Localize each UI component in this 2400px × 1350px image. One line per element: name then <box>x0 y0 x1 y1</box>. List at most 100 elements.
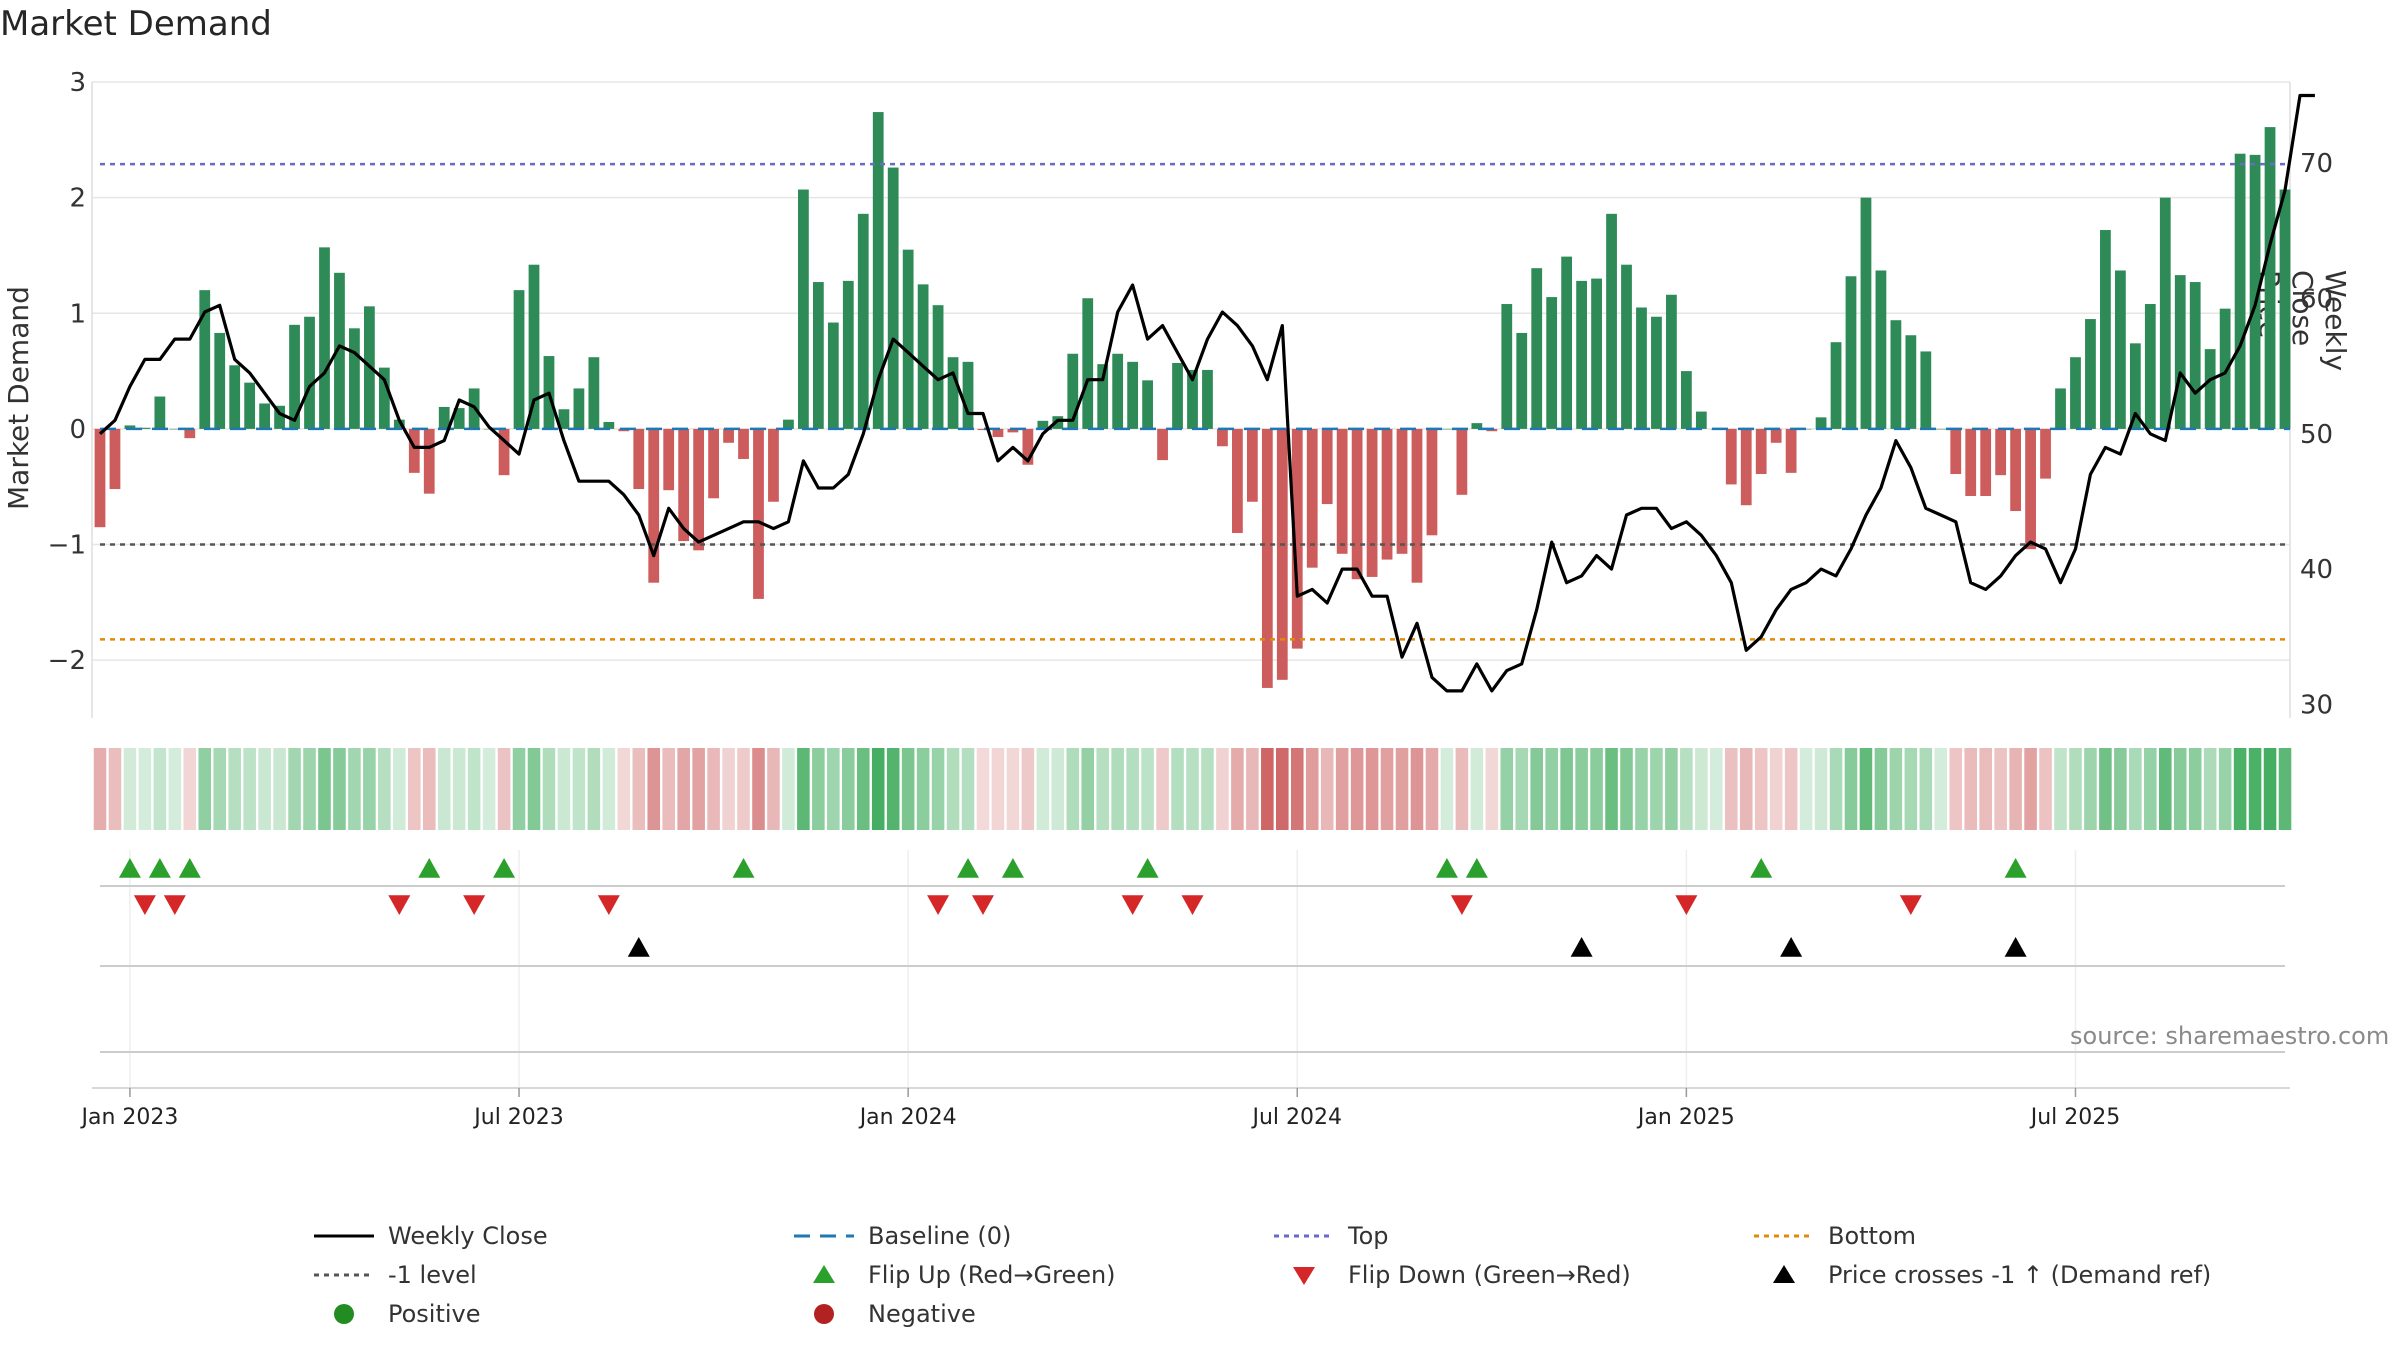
heat-cell <box>1590 748 1603 830</box>
demand-bar <box>408 428 420 473</box>
demand-bar <box>1740 428 1752 506</box>
heat-cell <box>752 748 765 830</box>
demand-bar <box>1246 428 1258 502</box>
heat-cell <box>647 748 661 830</box>
demand-bar <box>109 428 121 490</box>
demand-bar <box>423 428 435 494</box>
demand-bar <box>1381 428 1393 560</box>
heat-cell <box>467 748 481 830</box>
flip-down-marker <box>133 895 156 915</box>
demand-bar <box>1396 428 1408 554</box>
heat-cell <box>333 748 346 830</box>
heat-cell <box>587 748 601 830</box>
heat-cell <box>782 748 795 830</box>
heat-cell <box>2263 748 2277 830</box>
flip-up-marker <box>1465 858 1488 878</box>
flip-up-marker <box>148 858 171 878</box>
heat-cell <box>2009 748 2022 830</box>
demand-bar <box>199 290 211 429</box>
heat-cell <box>692 748 705 830</box>
legend-swatch-negative <box>814 1304 834 1324</box>
heat-cell <box>1620 748 1633 830</box>
demand-bar <box>2264 127 2276 429</box>
flip-up-marker <box>2004 858 2027 878</box>
heat-cell <box>542 748 556 830</box>
demand-bar <box>1082 298 1094 429</box>
heat-cell <box>2114 748 2127 830</box>
heat-cell <box>1635 748 1648 830</box>
demand-bar <box>902 249 914 429</box>
heat-cell <box>2039 748 2052 830</box>
heat-cell <box>273 748 286 830</box>
heat-cell <box>1305 748 1319 830</box>
demand-bar <box>1845 276 1857 429</box>
flip-down-marker <box>597 895 620 915</box>
heat-cell <box>572 748 586 830</box>
demand-bar <box>977 428 989 431</box>
heat-cell <box>1545 748 1558 830</box>
heat-cell <box>2084 748 2097 830</box>
demand-bar <box>1232 428 1243 533</box>
demand-bar <box>1621 264 1632 429</box>
heat-cell <box>348 748 361 830</box>
legend-label: Bottom <box>1828 1222 1917 1250</box>
demand-bar <box>1531 268 1543 429</box>
demand-bar <box>678 428 690 542</box>
demand-bar <box>2114 270 2126 429</box>
legend-swatch-close <box>314 1234 374 1238</box>
demand-bar <box>1052 416 1064 429</box>
demand-bar <box>1890 320 1902 429</box>
heat-cell <box>662 748 675 830</box>
flip-down-marker <box>1450 895 1473 915</box>
heat-cell <box>1410 748 1424 830</box>
demand-bar <box>648 428 660 583</box>
demand-bar <box>753 428 764 599</box>
heat-cell <box>946 748 960 830</box>
demand-bar <box>2085 319 2096 429</box>
heat-cell <box>1216 748 1229 830</box>
heat-cell <box>2203 748 2217 830</box>
heat-cell <box>2144 748 2157 830</box>
y2-tick-label: 30 <box>2300 690 2333 720</box>
heat-cell <box>1560 748 1573 830</box>
heat-cell <box>1710 748 1723 830</box>
y-tick-label: 0 <box>69 415 86 445</box>
legend-swatch-positive <box>334 1304 354 1324</box>
heat-cell <box>183 748 197 830</box>
heat-cell <box>1814 748 1828 830</box>
demand-bar <box>1666 294 1677 429</box>
demand-bar <box>1426 428 1438 536</box>
flip-up-marker <box>1136 858 1159 878</box>
heat-cell <box>1440 748 1454 830</box>
demand-bar <box>1770 428 1782 443</box>
heat-cell <box>1261 748 1274 830</box>
heat-cell <box>497 748 511 830</box>
heat-cell <box>1425 748 1439 830</box>
demand-bar <box>1606 213 1617 429</box>
heat-cell <box>707 748 720 830</box>
demand-bar <box>1935 428 1947 430</box>
x-tick-label: Jul 2025 <box>2029 1105 2121 1130</box>
demand-bar <box>1815 417 1827 429</box>
demand-bar <box>723 428 734 443</box>
demand-bar <box>274 405 285 429</box>
legend-label: Flip Up (Red→Green) <box>868 1261 1116 1289</box>
demand-bar <box>124 425 136 429</box>
legend-label: Top <box>1348 1222 1389 1250</box>
heat-cell <box>2188 748 2202 830</box>
demand-bar <box>1501 304 1513 429</box>
flip-up-marker <box>493 858 516 878</box>
demand-bar <box>2234 153 2246 429</box>
heat-cell <box>2278 748 2292 830</box>
demand-bar <box>872 112 884 429</box>
legend-swatch-flipdown <box>1293 1267 1315 1285</box>
heat-cell <box>1754 748 1768 830</box>
heat-cell <box>1036 748 1050 830</box>
heat-cell <box>93 748 107 830</box>
heat-cell <box>916 748 930 830</box>
heat-cell <box>1470 748 1484 830</box>
y-tick-label: −1 <box>48 531 86 561</box>
heat-cell <box>1231 748 1244 830</box>
demand-bar <box>1995 428 2007 476</box>
demand-bar <box>857 213 869 429</box>
